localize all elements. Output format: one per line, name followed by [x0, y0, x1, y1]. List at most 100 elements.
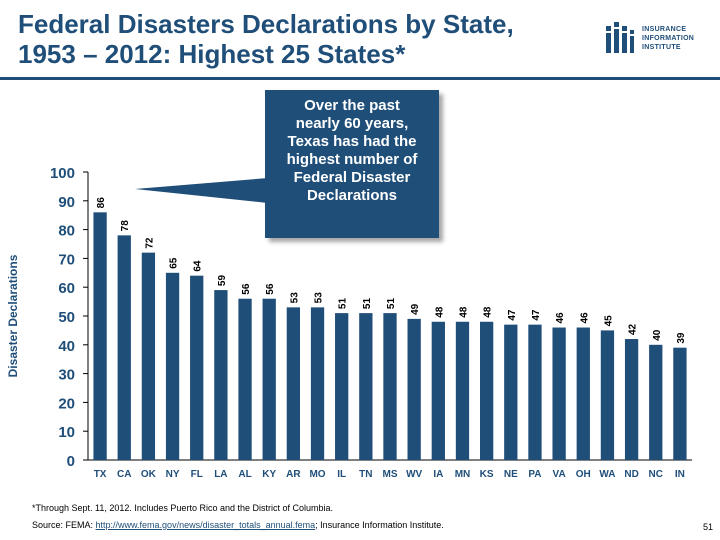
bar-in [673, 347, 687, 460]
x-tick-label: MO [309, 469, 325, 480]
x-tick-label: OK [141, 469, 157, 480]
page-title: Federal Disasters Declarations by State,… [18, 9, 588, 69]
data-label-mn: 48 [458, 306, 469, 318]
bar-wv [407, 318, 421, 460]
bar-mn [455, 321, 470, 460]
bar-ny [165, 272, 180, 460]
x-tick-label: WA [599, 469, 615, 480]
bar-ky [262, 298, 276, 460]
data-label-il: 51 [338, 298, 349, 310]
callout-pointer [135, 178, 268, 203]
callout-line-5: Federal Disaster [293, 169, 411, 186]
bar-nc [649, 344, 663, 460]
bar-chart: Disaster Declarations 0 10 20 30 40 50 60 70 80 90… [6, 165, 692, 480]
source-suffix: ; Insurance Information Institute. [315, 520, 444, 530]
x-tick-label: NE [504, 469, 518, 480]
logo-line-1: INSURANCE [642, 26, 687, 33]
data-label-va: 46 [555, 312, 566, 324]
x-tick-label: KY [262, 469, 276, 480]
x-tick-label: VA [553, 469, 566, 480]
callout-line-3: Texas has had the [287, 133, 417, 150]
x-tick-label: PA [528, 469, 541, 480]
x-tick-label: IA [433, 469, 443, 480]
iii-logo-icon [606, 22, 634, 53]
data-label-ar: 53 [289, 292, 300, 304]
y-tick-label: 60 [58, 280, 75, 297]
bar-mo [310, 307, 325, 460]
data-label-tx: 86 [96, 197, 107, 209]
y-tick-label: 10 [58, 424, 75, 441]
data-label-ms: 51 [386, 298, 397, 310]
callout-line-6: Declarations [306, 187, 398, 204]
bar-wa [600, 330, 615, 460]
title-line-2: 1953 – 2012: Highest 25 States* [18, 39, 406, 69]
bar-il [335, 313, 349, 460]
x-tick-label: AL [238, 469, 251, 480]
y-tick-label: 90 [58, 194, 75, 211]
data-label-ky: 56 [265, 283, 276, 295]
callout-text: Over the past nearly 60 years, Texas has… [268, 97, 436, 205]
bar-oh [576, 327, 590, 460]
data-label-ia: 48 [434, 306, 445, 318]
bar-tn [359, 313, 373, 460]
bar-tx [93, 212, 107, 460]
data-label-nc: 40 [652, 329, 663, 341]
logo-wordmark: INSURANCE INFORMATION INSTITUTE [642, 25, 694, 52]
bar-pa [528, 324, 542, 460]
x-tick-label: WV [406, 469, 422, 480]
callout-box [265, 90, 439, 238]
data-label-la: 59 [217, 275, 228, 287]
bar-ks [479, 321, 494, 460]
y-tick-label: 80 [58, 223, 75, 240]
bar-al [238, 298, 252, 460]
data-label-wa: 45 [603, 315, 614, 327]
y-tick-label: 20 [58, 395, 75, 412]
data-label-ne: 47 [507, 309, 518, 321]
data-label-mo: 53 [314, 292, 325, 304]
footnote: *Through Sept. 11, 2012. Includes Puerto… [32, 503, 333, 513]
x-tick-label: KS [480, 469, 494, 480]
x-tick-label: AR [286, 469, 301, 480]
y-tick-label: 40 [58, 338, 75, 355]
x-tick-label: IN [675, 469, 685, 480]
source-line: Source: FEMA: http://www.fema.gov/news/d… [32, 520, 444, 530]
bar-ca [117, 235, 131, 460]
bar-ms [383, 313, 397, 460]
bar-ar [286, 307, 301, 460]
x-tick-label: NC [649, 469, 663, 480]
data-label-tn: 51 [362, 298, 373, 310]
bar-ne [504, 324, 518, 460]
x-tick-label: NY [166, 469, 180, 480]
data-label-ks: 48 [483, 306, 494, 318]
data-label-in: 39 [676, 332, 687, 344]
callout-line-1: Over the past [304, 97, 400, 114]
bar-va [552, 327, 566, 460]
x-tick-label: ND [624, 469, 638, 480]
data-label-ca: 78 [120, 220, 131, 232]
callout-line-2: nearly 60 years, [295, 115, 409, 132]
page-number: 51 [703, 522, 714, 532]
title-divider [0, 77, 720, 80]
bar-ia [431, 321, 445, 460]
bar-fl [190, 275, 204, 460]
bar-la [214, 290, 228, 460]
y-tick-label: 0 [67, 453, 75, 470]
logo-line-2: INFORMATION [642, 35, 695, 42]
source-link[interactable]: http://www.fema.gov/news/disaster_totals… [95, 520, 316, 530]
source-prefix: Source: FEMA: [32, 520, 96, 530]
y-tick-label: 30 [58, 367, 75, 384]
data-label-al: 56 [241, 283, 252, 295]
data-label-nd: 42 [628, 323, 639, 335]
x-tick-label: LA [214, 469, 227, 480]
data-label-ok: 72 [144, 237, 155, 249]
x-tick-label: OH [576, 469, 591, 480]
y-axis-label: Disaster Declarations [6, 254, 20, 377]
title-line-1: Federal Disasters Declarations by State, [18, 9, 514, 39]
y-tick-label: 50 [58, 309, 75, 326]
x-tick-label: CA [117, 469, 131, 480]
x-tick-label: TX [94, 469, 107, 480]
bar-nd [624, 339, 639, 460]
x-tick-label: FL [191, 469, 203, 480]
data-label-pa: 47 [531, 309, 542, 321]
data-label-wv: 49 [410, 303, 421, 315]
